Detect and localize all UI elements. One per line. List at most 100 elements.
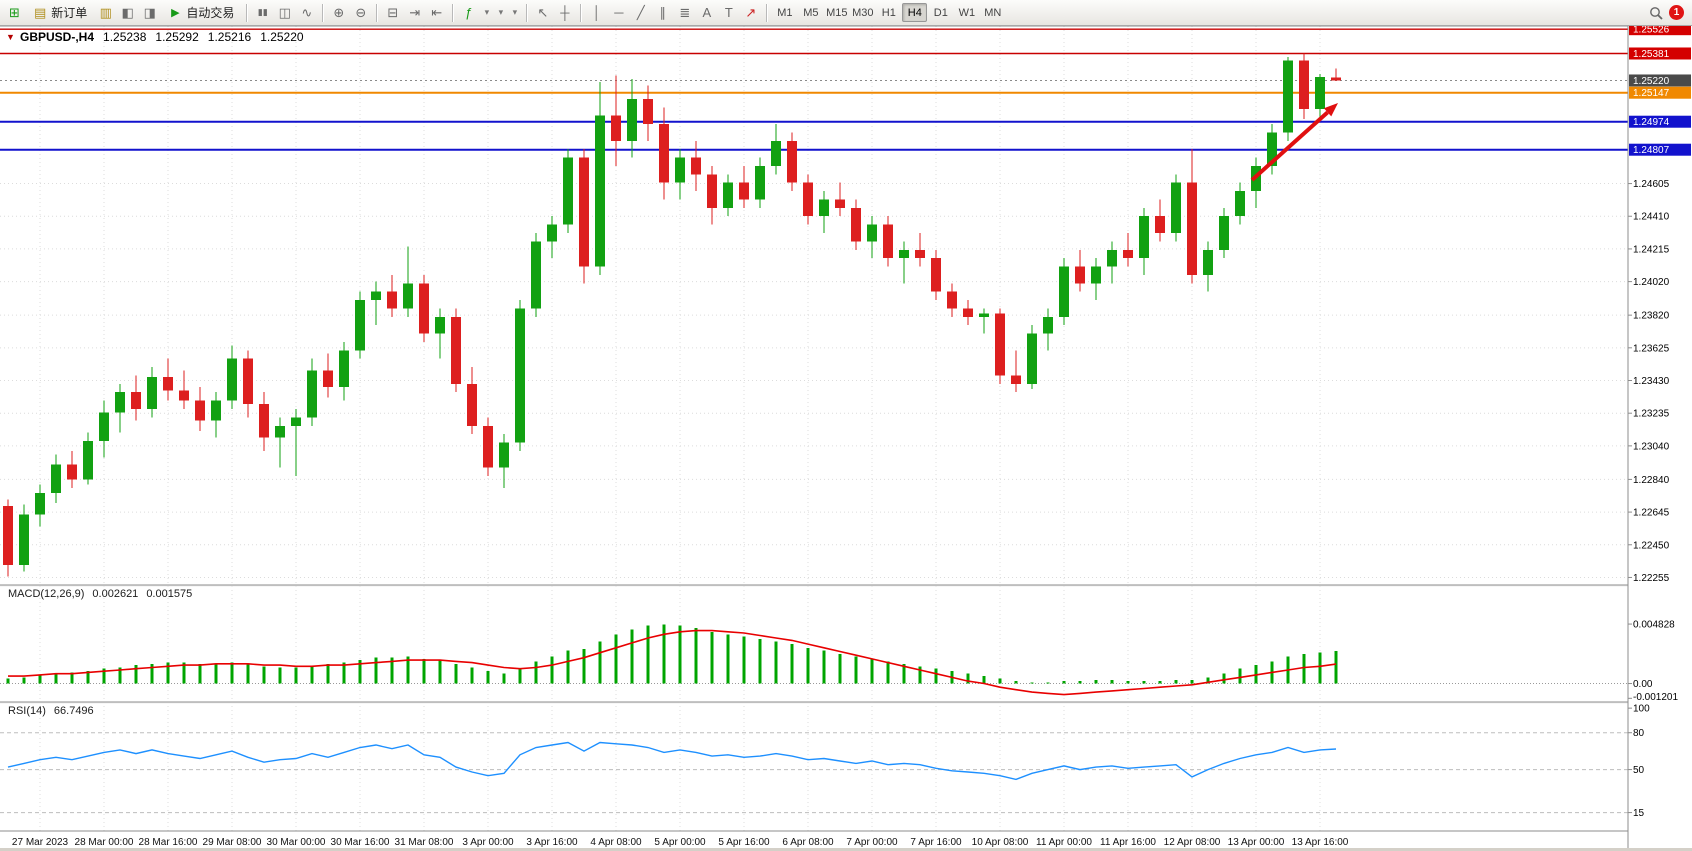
candlestick-chart-icon[interactable]: ◫ (278, 4, 291, 20)
autotrading-button[interactable]: ▶ 自动交易 (161, 2, 241, 23)
new-order-button[interactable]: ▤ 新订单 (26, 2, 94, 23)
ohlc-open: 1.25238 (103, 30, 147, 44)
vertical-line-tool-icon[interactable]: │ (592, 5, 601, 20)
svg-text:27 Mar 2023: 27 Mar 2023 (12, 837, 69, 848)
new-order-icon: ▤ (34, 4, 47, 20)
svg-text:1.24410: 1.24410 (1633, 212, 1670, 223)
svg-text:1.23430: 1.23430 (1633, 376, 1670, 387)
search-icon[interactable] (1649, 6, 1663, 20)
rsi-value: 66.7496 (53, 705, 94, 717)
svg-text:1.25147: 1.25147 (1633, 88, 1670, 99)
svg-text:30 Mar 16:00: 30 Mar 16:00 (331, 837, 390, 848)
svg-text:31 Mar 08:00: 31 Mar 08:00 (395, 837, 454, 848)
price-scale[interactable] (1628, 26, 1692, 851)
svg-text:6 Apr 08:00: 6 Apr 08:00 (782, 837, 834, 848)
rsi-level-lines (0, 732, 1628, 814)
toolbar-separator (766, 3, 768, 22)
templates-dropdown-icon[interactable]: ▾ (512, 7, 518, 17)
svg-text:1.23820: 1.23820 (1633, 311, 1670, 322)
line-chart-icon[interactable]: ∿ (301, 4, 313, 20)
trend-arrow-head (1323, 103, 1338, 117)
svg-text:10 Apr 08:00: 10 Apr 08:00 (972, 837, 1029, 848)
svg-text:3 Apr 00:00: 3 Apr 00:00 (462, 837, 514, 848)
macd-signal-line (8, 629, 1337, 696)
svg-text:1.22450: 1.22450 (1633, 540, 1670, 551)
fibonacci-tool-icon[interactable]: ≣ (679, 4, 691, 20)
svg-text:0.00: 0.00 (1633, 679, 1653, 690)
autotrading-label: 自动交易 (186, 6, 235, 20)
crosshair-icon[interactable]: ┼ (560, 5, 570, 20)
toolbar: ⊞ ▤ 新订单 ▥ ◧ ◨ ▶ 自动交易 ▮▮ ◫ ∿ ⊕ ⊖ ⊟ ⇥ ⇤ ƒ … (0, 0, 1692, 26)
svg-text:1.25220: 1.25220 (1633, 76, 1670, 87)
label-tool-icon[interactable]: T (724, 5, 733, 20)
trend-arrow[interactable] (1250, 110, 1329, 182)
chart-background (0, 26, 1692, 851)
macd-main-value: 0.002621 (92, 588, 139, 600)
svg-text:0.004828: 0.004828 (1633, 620, 1675, 631)
svg-text:11 Apr 16:00: 11 Apr 16:00 (1100, 837, 1156, 848)
profiles-icon[interactable]: ▥ (99, 4, 112, 20)
cursor-icon[interactable]: ↖ (537, 4, 549, 20)
one-click-trading-toggle[interactable]: ▼ (6, 32, 15, 42)
window-bottom-edge (0, 848, 1692, 851)
zoom-out-icon[interactable]: ⊖ (355, 4, 367, 20)
svg-text:11 Apr 00:00: 11 Apr 00:00 (1036, 837, 1092, 848)
timeframe-m30-button[interactable]: M30 (852, 6, 874, 19)
svg-text:1.24605: 1.24605 (1633, 179, 1670, 190)
macd-name: MACD(12,26,9) (8, 588, 85, 600)
new-chart-icon[interactable]: ⊞ (9, 4, 20, 20)
svg-text:1.24807: 1.24807 (1633, 145, 1670, 156)
tile-windows-icon[interactable]: ⊟ (387, 4, 399, 20)
toolbar-right-group: 1 (1649, 5, 1688, 20)
svg-text:80: 80 (1633, 728, 1645, 739)
svg-text:1.24020: 1.24020 (1633, 277, 1670, 288)
toolbar-separator (376, 3, 378, 22)
timeframe-w1-button[interactable]: W1 (958, 6, 976, 19)
timeframe-m1-button[interactable]: M1 (777, 6, 793, 19)
svg-text:15: 15 (1633, 808, 1645, 819)
indicators-icon[interactable]: ƒ (465, 5, 473, 20)
toolbar-separator (526, 3, 528, 22)
periods-dropdown-icon[interactable]: ▾ (498, 7, 504, 17)
svg-text:7 Apr 16:00: 7 Apr 16:00 (910, 837, 962, 848)
ohlc-low: 1.25216 (207, 30, 252, 44)
toolbar-separator (322, 3, 324, 22)
bar-chart-icon[interactable]: ▮▮ (257, 7, 268, 17)
svg-text:1.24215: 1.24215 (1633, 244, 1670, 255)
text-tool-icon[interactable]: A (702, 5, 712, 20)
svg-text:5 Apr 00:00: 5 Apr 00:00 (654, 837, 706, 848)
chart-title: GBPUSD-,H4 1.25238 1.25292 1.25216 1.252… (20, 30, 304, 44)
indicators-dropdown-icon[interactable]: ▾ (484, 7, 490, 17)
svg-text:1.23625: 1.23625 (1633, 343, 1670, 354)
grid-horizontal-lines (0, 183, 1628, 578)
svg-text:7 Apr 00:00: 7 Apr 00:00 (846, 837, 898, 848)
timeframe-m5-button[interactable]: M5 (803, 6, 819, 19)
svg-text:3 Apr 16:00: 3 Apr 16:00 (526, 837, 578, 848)
svg-text:5 Apr 16:00: 5 Apr 16:00 (718, 837, 770, 848)
svg-text:13 Apr 00:00: 13 Apr 00:00 (1228, 837, 1285, 848)
trendline-tool-icon[interactable]: ╱ (636, 4, 645, 20)
chart-shift-icon[interactable]: ⇤ (431, 4, 443, 20)
auto-scroll-icon[interactable]: ⇥ (409, 4, 421, 20)
timeframe-m15-button[interactable]: M15 (826, 6, 848, 19)
notification-badge[interactable]: 1 (1669, 5, 1684, 20)
svg-text:1.23040: 1.23040 (1633, 441, 1670, 452)
timeframe-d1-button[interactable]: D1 (933, 6, 948, 19)
timeframe-mn-button[interactable]: MN (984, 6, 1002, 19)
zoom-in-icon[interactable]: ⊕ (333, 4, 345, 20)
channel-tool-icon[interactable]: ∥ (659, 4, 667, 20)
arrows-tool-icon[interactable]: ↗ (745, 4, 757, 20)
rsi-name: RSI(14) (8, 705, 46, 717)
svg-text:29 Mar 08:00: 29 Mar 08:00 (203, 837, 262, 848)
timeframe-h4-button[interactable]: H4 (902, 3, 928, 22)
market-watch-icon[interactable]: ◧ (121, 4, 134, 20)
timeframe-h1-button[interactable]: H1 (881, 6, 896, 19)
svg-text:1.22255: 1.22255 (1633, 573, 1670, 584)
horizontal-line-tool-icon[interactable]: ─ (614, 5, 624, 20)
navigator-icon[interactable]: ◨ (143, 4, 156, 20)
time-scale[interactable]: 27 Mar 2023 28 Mar 00:00 28 Mar 16:00 29 Ma… (12, 837, 1349, 848)
svg-text:100: 100 (1633, 704, 1650, 715)
symbol-period-label: GBPUSD-,H4 (20, 30, 95, 44)
